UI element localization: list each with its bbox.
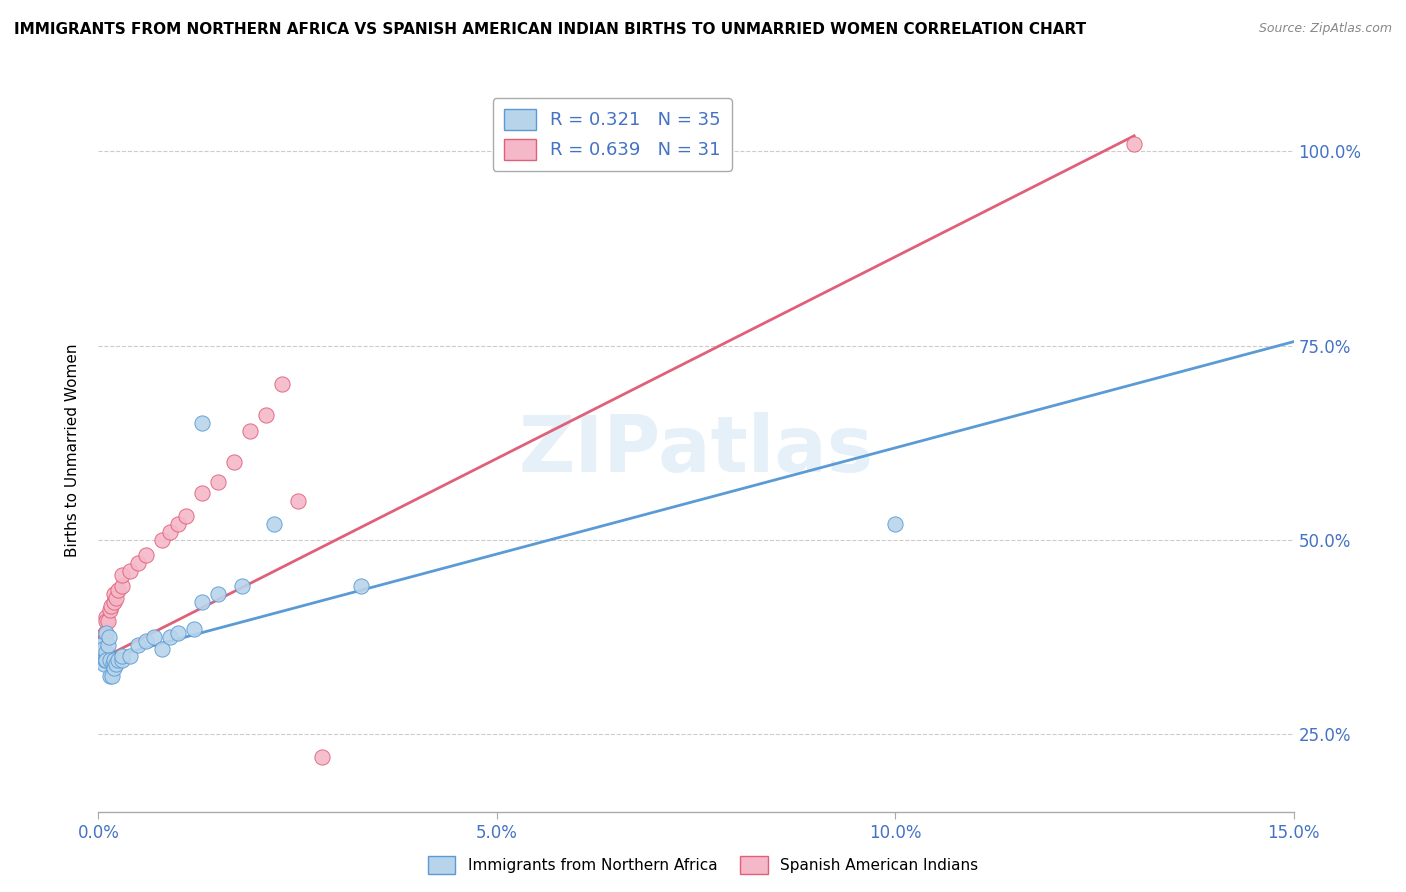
Point xyxy=(239,424,262,438)
Point xyxy=(207,587,229,601)
Point xyxy=(96,615,118,629)
Point xyxy=(270,377,292,392)
Point xyxy=(103,587,125,601)
Point xyxy=(103,653,125,667)
Point xyxy=(191,486,214,500)
Point xyxy=(107,583,129,598)
Point xyxy=(127,556,149,570)
Point xyxy=(91,645,114,659)
Point xyxy=(167,517,190,532)
Point xyxy=(93,633,115,648)
Point xyxy=(96,653,118,667)
Point xyxy=(191,595,214,609)
Point xyxy=(263,517,285,532)
Point xyxy=(98,669,122,683)
Point xyxy=(97,630,120,644)
Point xyxy=(884,517,907,532)
Point xyxy=(111,649,134,664)
Point xyxy=(127,638,149,652)
Point xyxy=(350,579,373,593)
Point xyxy=(254,409,277,423)
Point xyxy=(222,455,245,469)
Point xyxy=(174,509,197,524)
Point xyxy=(159,630,181,644)
Point xyxy=(135,549,157,563)
Point xyxy=(231,579,253,593)
Text: ZIPatlas: ZIPatlas xyxy=(519,412,873,489)
Point xyxy=(94,653,117,667)
Point xyxy=(96,645,118,659)
Point xyxy=(91,645,114,659)
Legend: Immigrants from Northern Africa, Spanish American Indians: Immigrants from Northern Africa, Spanish… xyxy=(422,850,984,880)
Point xyxy=(96,610,118,624)
Legend: R = 0.321   N = 35, R = 0.639   N = 31: R = 0.321 N = 35, R = 0.639 N = 31 xyxy=(492,98,733,170)
Point xyxy=(103,661,125,675)
Point xyxy=(191,417,214,431)
Point xyxy=(104,591,127,605)
Point xyxy=(98,603,121,617)
Point xyxy=(101,657,124,672)
Point xyxy=(90,630,112,644)
Text: IMMIGRANTS FROM NORTHERN AFRICA VS SPANISH AMERICAN INDIAN BIRTHS TO UNMARRIED W: IMMIGRANTS FROM NORTHERN AFRICA VS SPANI… xyxy=(14,22,1087,37)
Point xyxy=(96,626,118,640)
Point xyxy=(159,524,181,539)
Point xyxy=(183,622,205,636)
Point xyxy=(167,626,190,640)
Point xyxy=(111,653,134,667)
Point xyxy=(120,564,142,578)
Point xyxy=(101,669,124,683)
Point xyxy=(97,638,120,652)
Point xyxy=(311,750,333,764)
Point xyxy=(93,657,115,672)
Point xyxy=(150,533,173,547)
Y-axis label: Births to Unmarried Women: Births to Unmarried Women xyxy=(65,343,80,558)
Point xyxy=(111,567,134,582)
Point xyxy=(1123,136,1146,151)
Point xyxy=(100,599,122,613)
Point xyxy=(103,595,125,609)
Point xyxy=(91,641,114,656)
Point xyxy=(287,494,309,508)
Point xyxy=(90,638,112,652)
Point xyxy=(207,475,229,489)
Point xyxy=(98,653,122,667)
Point xyxy=(94,626,117,640)
Point xyxy=(120,649,142,664)
Text: Source: ZipAtlas.com: Source: ZipAtlas.com xyxy=(1258,22,1392,36)
Point xyxy=(97,615,120,629)
Point xyxy=(135,633,157,648)
Point xyxy=(143,630,166,644)
Point xyxy=(104,657,127,672)
Point xyxy=(150,641,173,656)
Point xyxy=(111,579,134,593)
Point xyxy=(107,653,129,667)
